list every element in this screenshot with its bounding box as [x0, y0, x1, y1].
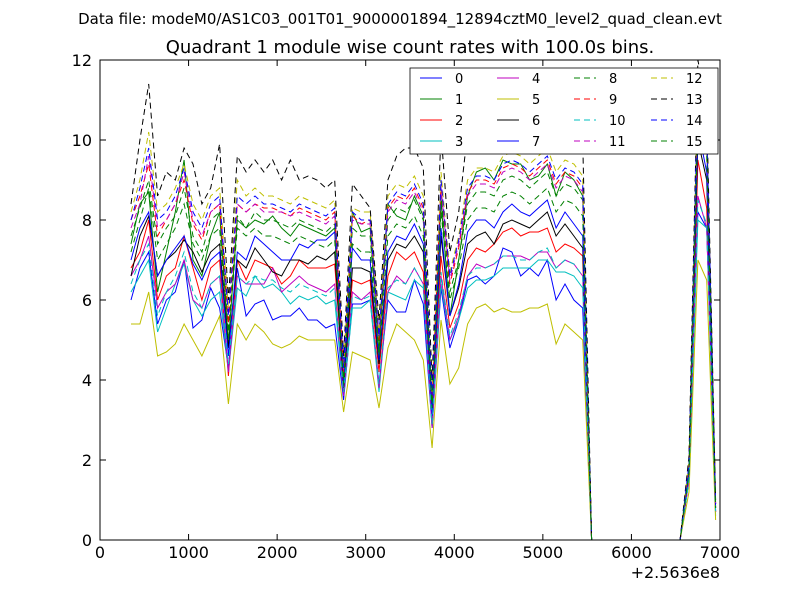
legend-label-9: 9 [609, 93, 617, 108]
series-line-1 [130, 91, 717, 541]
x-tick-label: 3000 [345, 543, 386, 562]
y-tick-label: 0 [82, 531, 92, 550]
legend-label-8: 8 [609, 72, 617, 87]
legend-label-5: 5 [532, 93, 540, 108]
legend-label-6: 6 [532, 114, 540, 129]
legend-label-12: 12 [686, 72, 703, 87]
series-line-12 [130, 75, 717, 541]
legend-label-7: 7 [532, 135, 540, 150]
chart-suptitle: Data file: modeM0/AS1C03_001T01_90000018… [78, 10, 722, 29]
y-tick-label: 6 [82, 291, 92, 310]
legend-label-3: 3 [455, 135, 463, 150]
y-tick-label: 12 [72, 51, 92, 70]
x-tick-label: 5000 [522, 543, 563, 562]
legend-label-4: 4 [532, 72, 540, 87]
y-tick-label: 10 [72, 131, 92, 150]
legend-label-0: 0 [455, 72, 463, 87]
x-tick-label: 4000 [434, 543, 475, 562]
x-offset-label: +2.5636e8 [631, 563, 720, 582]
legend-label-11: 11 [609, 135, 626, 150]
legend-box [409, 67, 719, 155]
y-tick-label: 4 [82, 371, 92, 390]
x-tick-label: 0 [95, 543, 105, 562]
series-line-15 [130, 115, 717, 541]
legend-label-2: 2 [455, 114, 463, 129]
x-tick-label: 6000 [611, 543, 652, 562]
series-line-11 [130, 91, 717, 541]
series-line-3 [130, 218, 717, 541]
series-line-5 [131, 259, 717, 541]
series-line-7 [130, 127, 717, 541]
x-tick-label: 2000 [257, 543, 298, 562]
legend-label-1: 1 [455, 93, 463, 108]
legend-label-15: 15 [686, 135, 703, 150]
x-tick-label: 7000 [700, 543, 741, 562]
legend-label-10: 10 [609, 114, 626, 129]
y-tick-label: 2 [82, 451, 92, 470]
y-tick-label: 8 [82, 211, 92, 230]
chart-title: Quadrant 1 module wise count rates with … [166, 37, 655, 58]
legend-label-14: 14 [686, 114, 703, 129]
series-line-6 [130, 139, 717, 541]
series-line-9 [130, 87, 717, 541]
series-line-13 [130, 59, 717, 541]
x-tick-label: 1000 [168, 543, 209, 562]
legend-label-13: 13 [686, 93, 703, 108]
series-line-8 [130, 99, 717, 541]
